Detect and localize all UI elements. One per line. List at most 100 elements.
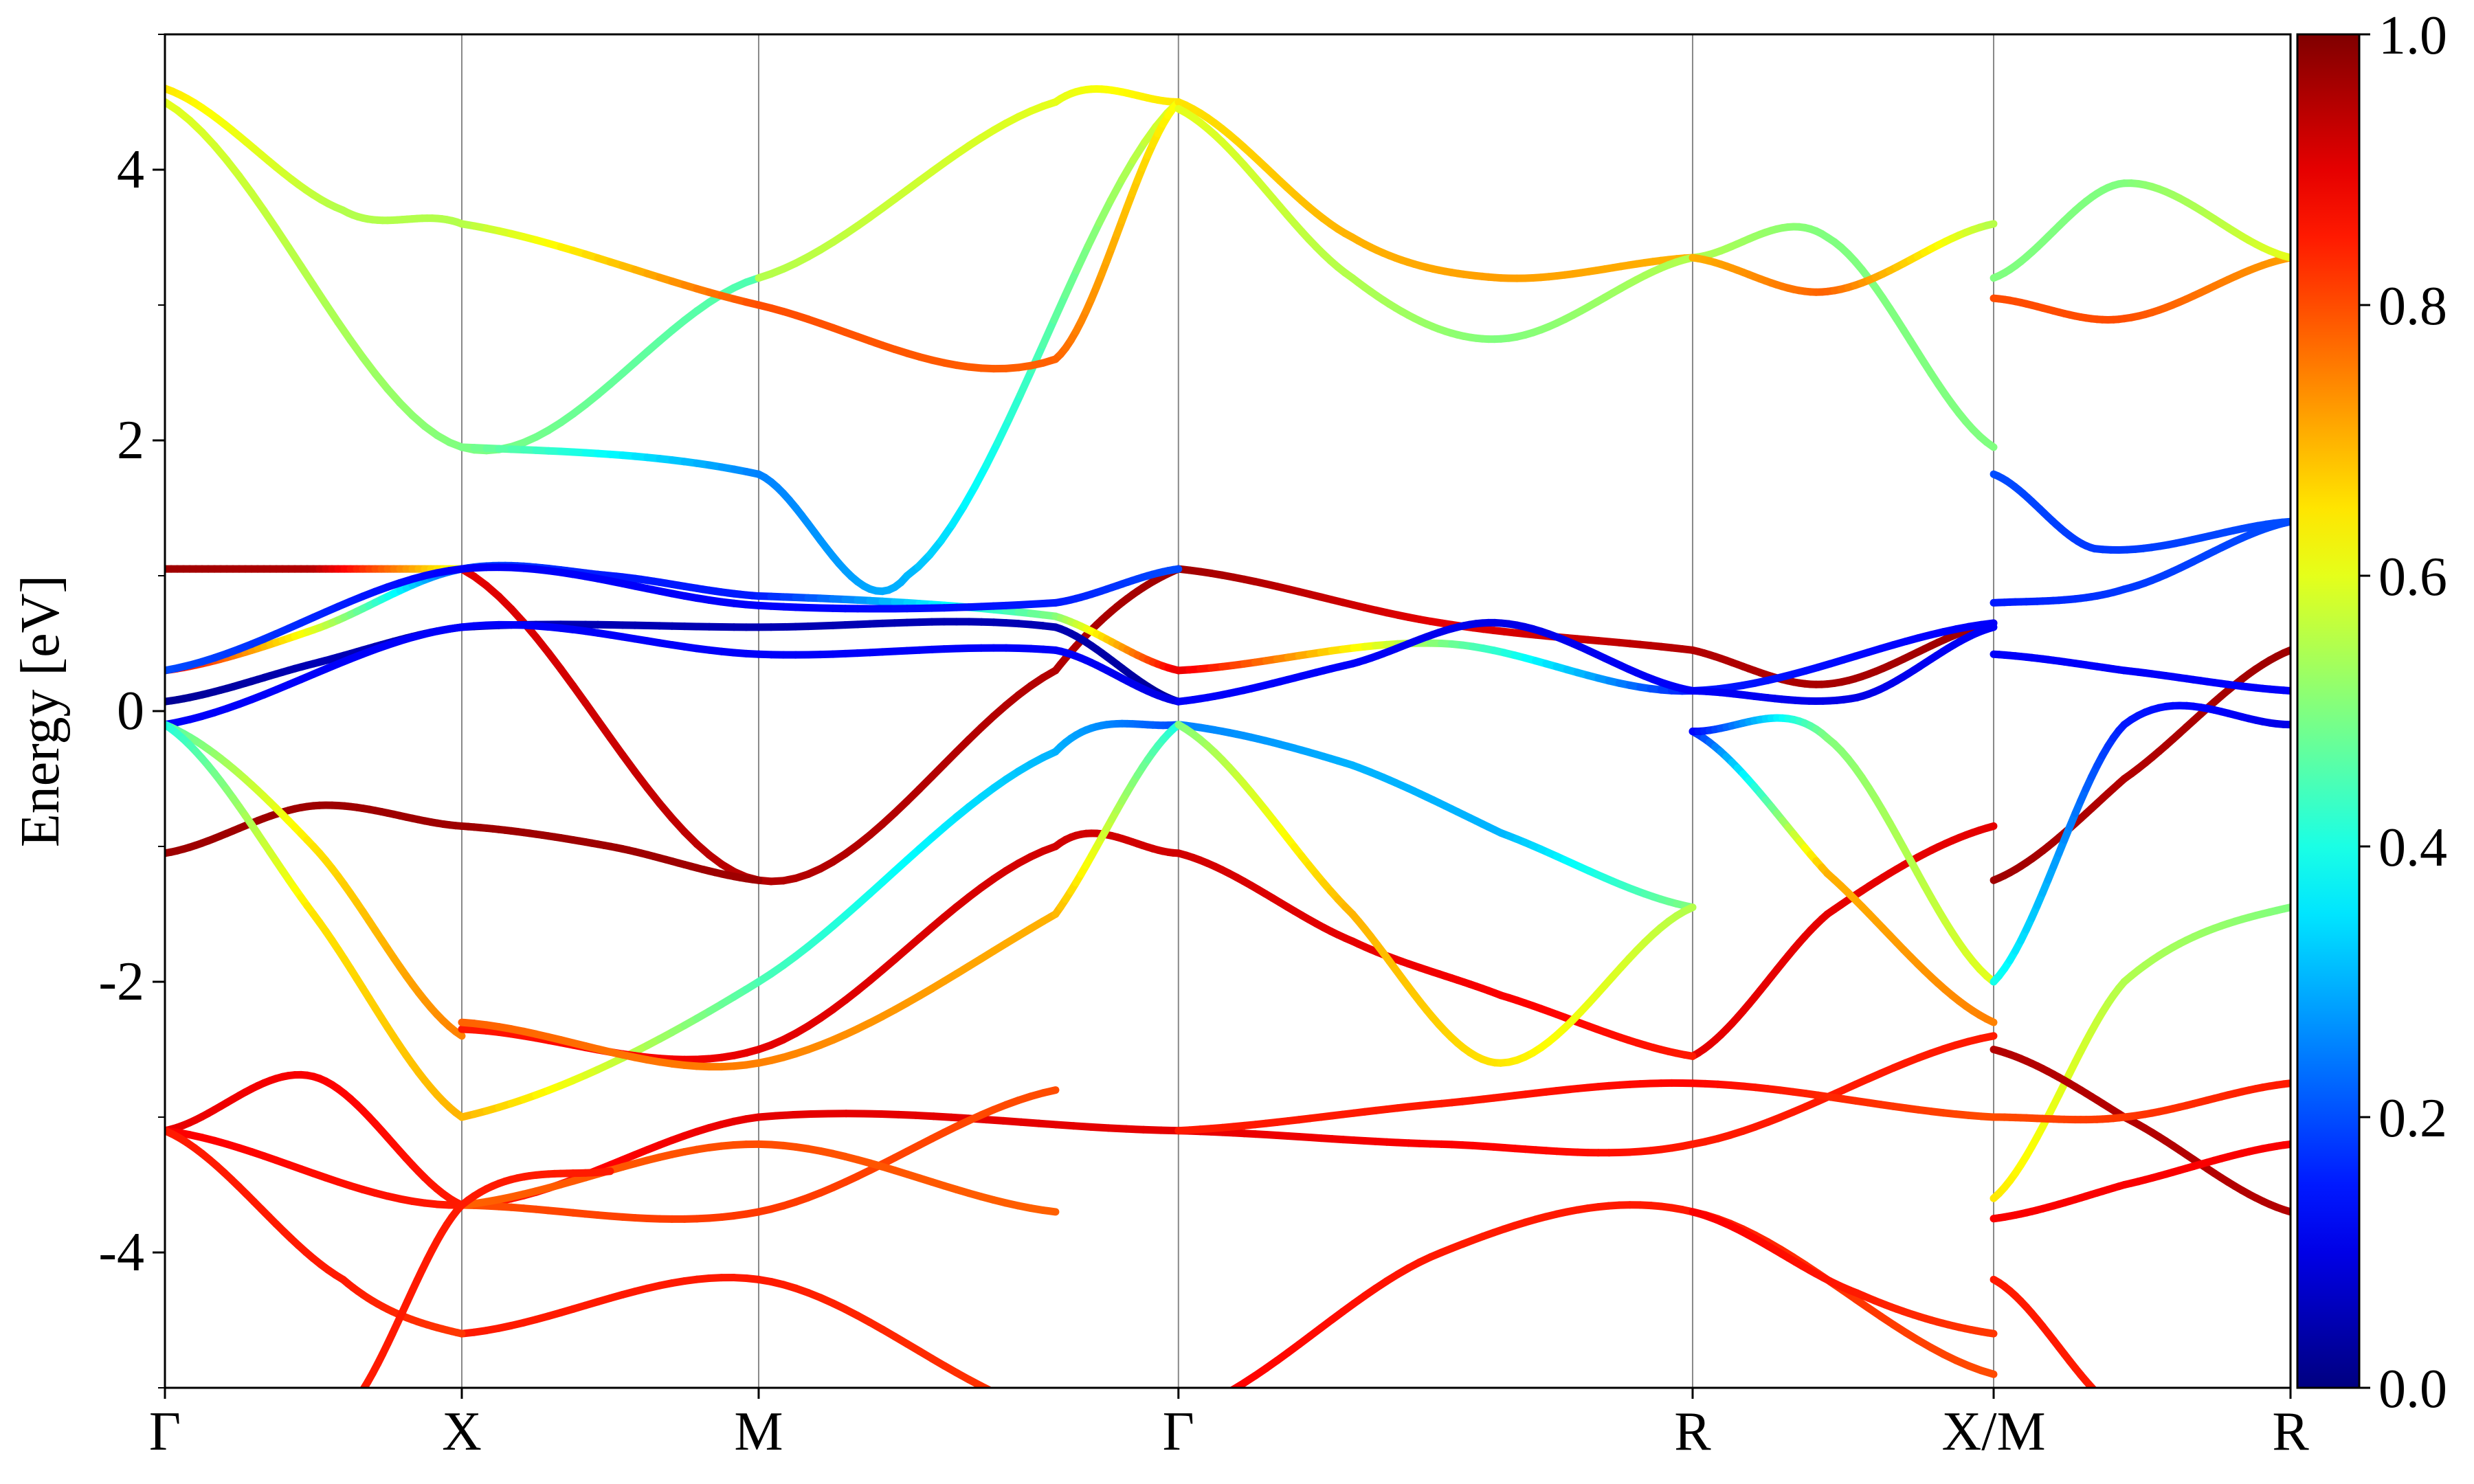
band-segment [1984,1329,1998,1338]
y-tick-label: 0 [117,681,144,741]
band-22 [1174,104,1697,344]
colorbar [2296,33,2361,1389]
band-24 [1689,220,1998,296]
band-segment [2166,1424,2173,1425]
band-25 [1990,254,2291,324]
band-segment [1084,218,1104,250]
band-36 [1174,721,1697,1067]
band-34 [1174,849,1697,1060]
colorbar-tick-label: 0.0 [2378,1359,2447,1419]
band-37 [1689,728,1998,1026]
band-segment [2145,1421,2152,1423]
band-lines [165,85,2291,1425]
band-segment [359,1386,366,1388]
band-segment [1039,1206,1060,1216]
band-segment [1018,1403,1031,1408]
x-kpoint-label: R [1674,1402,1711,1462]
band-segment [2113,1408,2119,1412]
band-38 [1689,714,1998,986]
band-segment [1984,623,1998,633]
colorbar-tick-label: 0.8 [2378,276,2447,337]
band-53 [1689,1208,1998,1338]
band-segment [453,1329,466,1338]
band-segment [1043,1412,1056,1415]
band-segment [2102,1399,2108,1404]
band-segment [1169,565,1183,574]
band-segment [2249,1417,2256,1418]
band-segment [994,415,1013,447]
x-kpoint-label: Γ [149,1402,181,1462]
band-42 [1174,1032,1998,1157]
band-segment [2108,1404,2113,1408]
band-segment [348,1404,353,1410]
band-segment [2280,686,2291,695]
band-13 [1174,618,1697,706]
x-axis-kpoint-labels: Γ X M Γ R X/M R [149,1388,2309,1462]
band-segment [1061,266,1081,299]
band-46 [1990,1140,2291,1223]
band-segment [2280,1206,2291,1216]
band-31 [458,719,1183,1121]
colorbar-ticks: 0.0 0.2 0.4 0.6 0.8 1.0 [2359,5,2447,1419]
y-tick-label: 2 [117,410,144,471]
band-segment [959,482,979,510]
band-segment [1977,619,1998,629]
band-23 [1689,223,1998,451]
band-29 [165,721,466,1040]
band-segment [1050,291,1069,324]
y-tick-label: 4 [117,139,144,200]
band-segment [1977,1367,1998,1378]
band-20 [165,85,1183,373]
x-kpoint-label: R [2272,1402,2309,1462]
band-14 [1689,623,1998,706]
x-kpoint-label: M [734,1402,783,1462]
y-axis-ticks: -4 -2 0 2 4 [98,34,165,1389]
band-segment [1031,1408,1043,1412]
band-segment [353,1397,358,1404]
band-segment [1983,822,1998,832]
band-28 [165,1070,466,1209]
x-kpoint-label: X [442,1402,482,1462]
band-segment [982,439,1002,469]
x-kpoint-label: X/M [1941,1402,2045,1462]
band-segment [2280,251,2291,262]
colorbar-tick-label: 0.6 [2378,547,2447,607]
band-segment [1680,903,1697,915]
band-19 [458,98,1183,596]
band-segment [2263,1416,2270,1417]
band-segment [2278,517,2291,526]
band-11 [165,620,1183,729]
band-segment [1983,220,1998,229]
band-48 [458,1274,1056,1415]
band-segment [2194,1424,2200,1425]
band-segment [1039,1086,1060,1097]
colorbar-tick-label: 0.2 [2378,1088,2447,1149]
y-tick-label: -2 [98,952,144,1012]
band-segment [2280,903,2291,913]
band-12 [165,563,1183,675]
band-segment [2228,1420,2235,1421]
band-segment [1680,1050,1697,1060]
colorbar-tick-label: 0.4 [2378,818,2447,878]
band-segment [2280,1140,2291,1149]
band-segment [1983,438,1998,451]
band-segment [1201,1402,1212,1406]
band-segment [2131,1417,2138,1419]
band-segment [2119,1412,2124,1415]
band-segment [2152,1423,2159,1424]
band-21 [1174,98,1697,282]
band-51 [165,1127,466,1338]
band-segment [452,1028,466,1040]
band-43 [1174,1079,1998,1135]
colorbar-tick-label: 1.0 [2378,5,2447,66]
band-segment [1095,196,1115,227]
band-segment [1005,391,1024,423]
band-39 [1990,701,2291,986]
band-segment [2097,1393,2102,1399]
band-segment [2138,1419,2145,1421]
band-segment [2207,1423,2214,1424]
band-segment [2280,1079,2291,1088]
x-kpoint-label: Γ [1163,1402,1194,1462]
band-52 [348,1167,614,1410]
band-3 [165,801,466,857]
